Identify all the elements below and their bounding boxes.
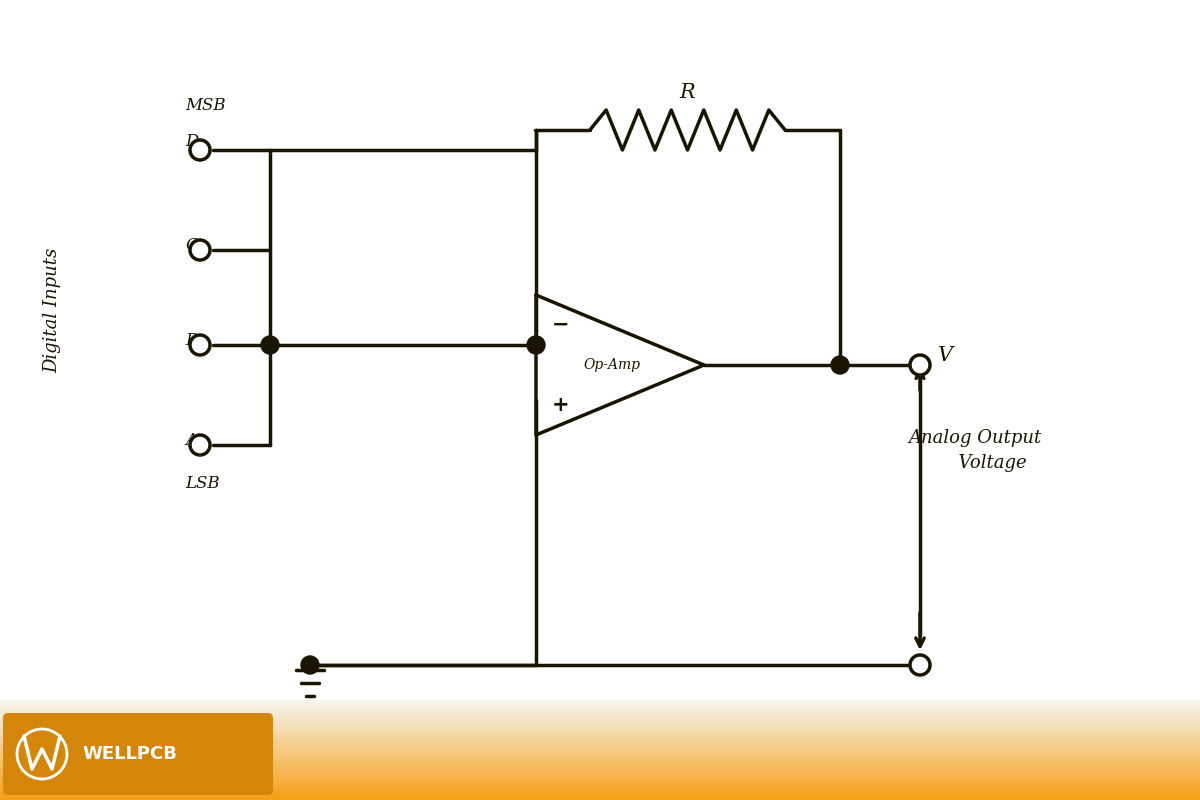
Text: +: + <box>552 395 570 415</box>
Text: WELLPCB: WELLPCB <box>82 745 176 763</box>
Text: Analog Output
      Voltage: Analog Output Voltage <box>908 429 1042 471</box>
Text: C: C <box>185 237 198 254</box>
Circle shape <box>190 435 210 455</box>
Text: R: R <box>679 82 695 102</box>
Text: MSB: MSB <box>185 98 226 114</box>
Text: −: − <box>552 315 570 335</box>
Circle shape <box>830 356 850 374</box>
Circle shape <box>301 656 319 674</box>
Text: Digital Inputs: Digital Inputs <box>43 247 61 373</box>
Text: V: V <box>938 346 953 365</box>
FancyBboxPatch shape <box>2 713 274 795</box>
Circle shape <box>262 336 278 354</box>
Text: B: B <box>185 331 197 349</box>
Text: LSB: LSB <box>185 474 220 491</box>
Text: A: A <box>185 431 197 449</box>
Circle shape <box>910 355 930 375</box>
Circle shape <box>910 655 930 675</box>
Circle shape <box>190 140 210 160</box>
Circle shape <box>190 240 210 260</box>
Circle shape <box>527 336 545 354</box>
Text: D: D <box>185 134 198 150</box>
Text: Op-Amp: Op-Amp <box>583 358 641 372</box>
Circle shape <box>190 335 210 355</box>
